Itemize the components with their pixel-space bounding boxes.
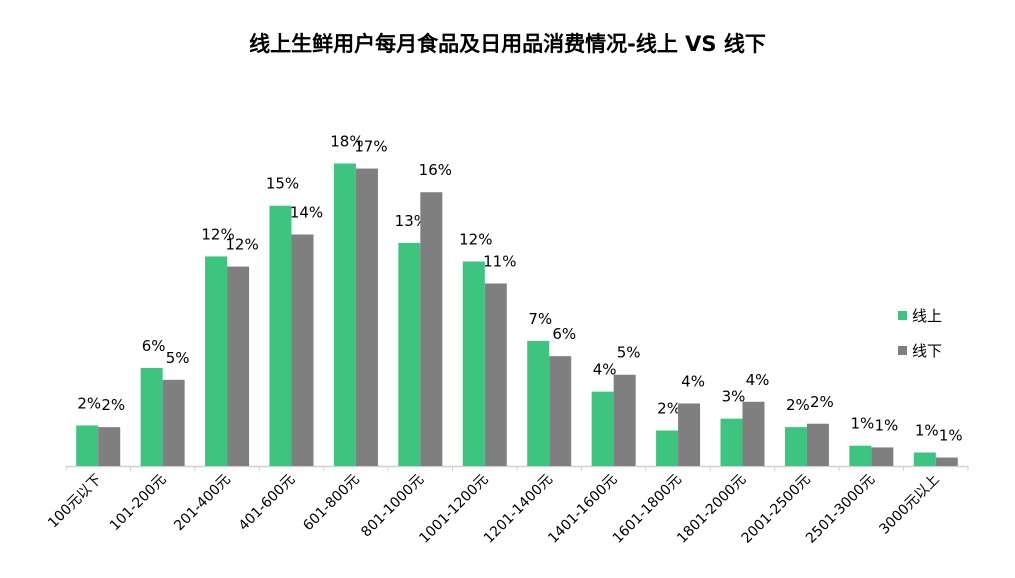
x-tick-label: 201-400元 [171,472,234,535]
legend-swatch [898,346,907,355]
data-label: 2% [786,396,810,414]
bar-offline [678,403,701,466]
data-label: 7% [528,310,552,328]
data-label: 4% [681,372,705,390]
data-label: 2% [657,400,681,418]
bar-offline [291,234,314,466]
bar-offline [98,427,121,466]
bar-offline [613,374,636,466]
chart-title: 线上生鲜用户每月食品及日用品消费情况-线上 VS 线下 [249,32,766,56]
bar-online [205,256,228,466]
data-label: 1% [915,421,939,439]
data-label: 14% [290,203,323,221]
bar-online [784,427,807,466]
data-label: 17% [354,138,387,156]
x-tick-label: 401-600元 [236,472,299,535]
data-label: 11% [483,252,516,270]
legend-label: 线下 [912,342,942,360]
data-label: 6% [142,337,166,355]
data-label: 2% [101,396,125,414]
bar-online [527,340,550,466]
data-label: 5% [617,344,641,362]
bar-online [913,452,936,466]
legend-label: 线上 [912,307,942,325]
data-label: 5% [166,349,190,367]
bar-online [849,445,872,466]
data-label: 12% [201,225,234,243]
x-tick-label: 100元以下 [45,472,105,532]
bar-offline [742,401,765,466]
x-tick-label: 601-800元 [300,472,363,535]
bar-offline [806,423,829,466]
bar-offline [162,379,185,466]
data-label: 3% [722,388,746,406]
bar-online [140,367,163,466]
bar-offline [420,192,443,466]
data-label: 12% [459,231,492,249]
data-label: 15% [266,175,299,193]
data-label: 18% [330,132,363,150]
bar-offline [935,457,958,466]
bar-online [591,391,614,466]
bar-online [269,205,292,467]
bar-online [76,425,99,466]
data-label: 2% [810,393,834,411]
bar-offline [355,168,378,466]
bar-online [656,430,679,466]
data-label: 1% [874,416,898,434]
bar-offline [484,283,507,466]
x-tick-label: 2501-3000元 [803,472,878,547]
bar-online [398,242,421,466]
data-label: 4% [746,371,770,389]
bar-offline [227,266,250,466]
data-label: 1% [850,415,874,433]
legend-swatch [898,311,907,320]
bar-online [720,418,743,466]
x-tick-label: 801-1000元 [358,472,427,541]
data-label: 6% [552,325,576,343]
x-tick-label: 101-200元 [107,472,170,535]
data-label: 12% [225,236,258,254]
bar-offline [549,356,572,466]
data-label: 13% [395,212,428,230]
data-label: 1% [939,427,963,445]
bar-offline [871,447,894,466]
bar-online [462,261,485,466]
data-label: 4% [593,361,617,379]
bar-online [333,163,356,467]
x-tick-label: 3000元以上 [876,472,942,538]
data-label: 16% [419,161,452,179]
data-label: 2% [77,394,101,412]
